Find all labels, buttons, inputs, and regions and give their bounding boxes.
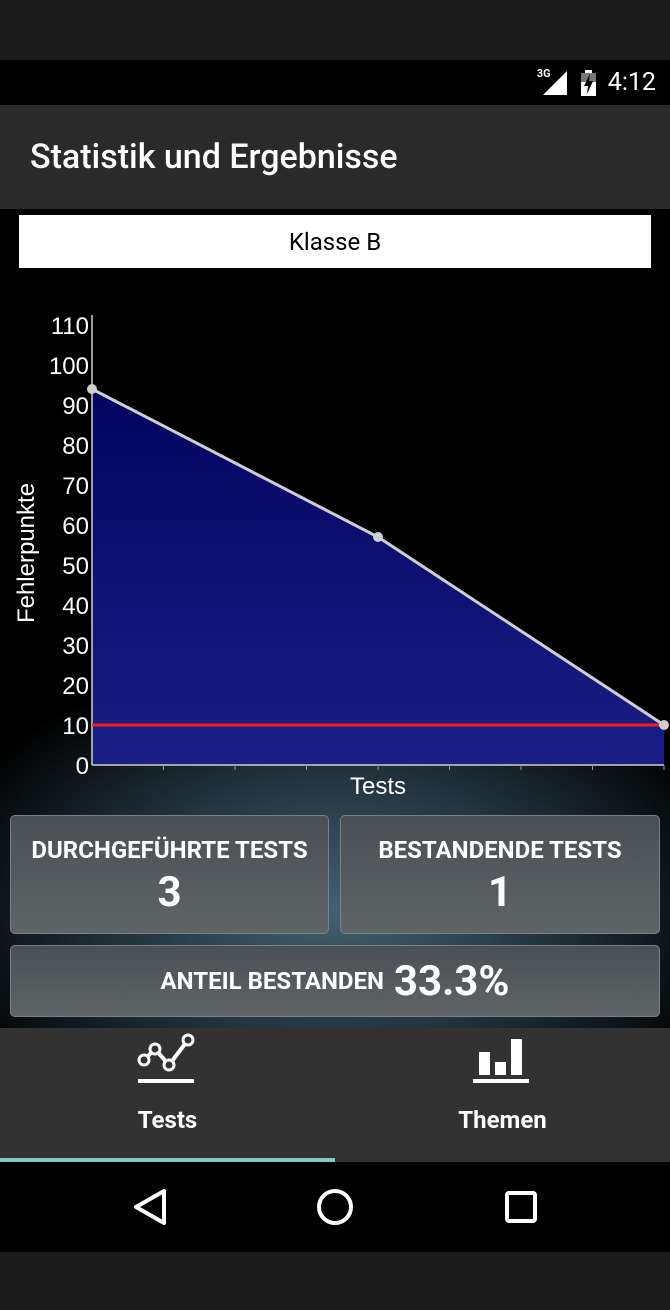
- signal-icon: 3G: [536, 66, 569, 97]
- clock: 4:12: [607, 68, 656, 97]
- pass-share-label: ANTEIL BESTANDEN: [160, 967, 384, 995]
- data-point: [373, 532, 383, 542]
- data-point: [659, 720, 669, 730]
- y-tick-label: 0: [76, 753, 89, 780]
- passed-tests-label: BESTANDENDE TESTS: [378, 836, 622, 864]
- y-tick-label: 90: [62, 393, 89, 420]
- passed-tests-value: 1: [487, 868, 513, 917]
- y-tick-label: 10: [62, 713, 89, 740]
- network-type: 3G: [536, 66, 551, 80]
- y-axis-label: Fehlerpunkte: [13, 483, 40, 623]
- y-tick-label: 30: [62, 633, 89, 660]
- series-area: [92, 389, 664, 765]
- passed-tests-card: BESTANDENDE TESTS 1: [340, 815, 660, 934]
- y-tick-label: 110: [51, 313, 89, 340]
- class-selector[interactable]: Klasse B: [19, 215, 651, 268]
- tab-themen[interactable]: Themen: [335, 1028, 670, 1162]
- data-point: [87, 384, 97, 394]
- page-title: Statistik und Ergebnisse: [30, 137, 398, 177]
- performed-tests-label: DURCHGEFÜHRTE TESTS: [31, 836, 308, 864]
- performed-tests-value: 3: [157, 868, 182, 917]
- home-icon[interactable]: [313, 1182, 357, 1232]
- line-chart-icon: [137, 1033, 195, 1083]
- performed-tests-card: DURCHGEFÜHRTE TESTS 3: [10, 815, 329, 934]
- y-tick-label: 70: [62, 473, 89, 500]
- y-tick-label: 80: [62, 433, 89, 460]
- y-tick-label: 100: [49, 353, 89, 380]
- status-bar: 3G 4:12: [0, 60, 670, 105]
- content-area: Klasse B 0 10 20 30 40 50 60 70 80 90 100 110 Fehler…: [0, 209, 670, 1028]
- app-bar: Statistik und Ergebnisse: [0, 105, 670, 209]
- active-tab-indicator: [0, 1158, 335, 1162]
- tab-tests[interactable]: Tests: [0, 1028, 335, 1162]
- pass-share-value: 33.3%: [393, 956, 510, 1006]
- battery-charging-icon: [580, 69, 596, 96]
- y-tick-label: 20: [62, 673, 89, 700]
- top-bar: [0, 0, 670, 60]
- navigation-bar: [0, 1162, 670, 1252]
- tab-tests-label: Tests: [137, 1106, 198, 1134]
- back-icon[interactable]: [130, 1182, 170, 1232]
- recents-icon[interactable]: [502, 1182, 542, 1232]
- y-tick-label: 60: [62, 513, 89, 540]
- error-points-chart: 0 10 20 30 40 50 60 70 80 90 100 110 Fehlerpunkte Tes…: [13, 313, 669, 800]
- tab-bar: Tests Themen: [0, 1028, 670, 1162]
- y-tick-label: 50: [62, 553, 89, 580]
- status-icons: 3G 4:12: [537, 60, 656, 105]
- bar-chart-icon: [473, 1039, 529, 1083]
- bottom-bar: [0, 1252, 670, 1310]
- y-tick-label: 40: [62, 593, 89, 620]
- tab-themen-label: Themen: [458, 1106, 547, 1134]
- pass-share-card: ANTEIL BESTANDEN 33.3%: [10, 945, 660, 1017]
- x-axis-label: Tests: [350, 773, 406, 800]
